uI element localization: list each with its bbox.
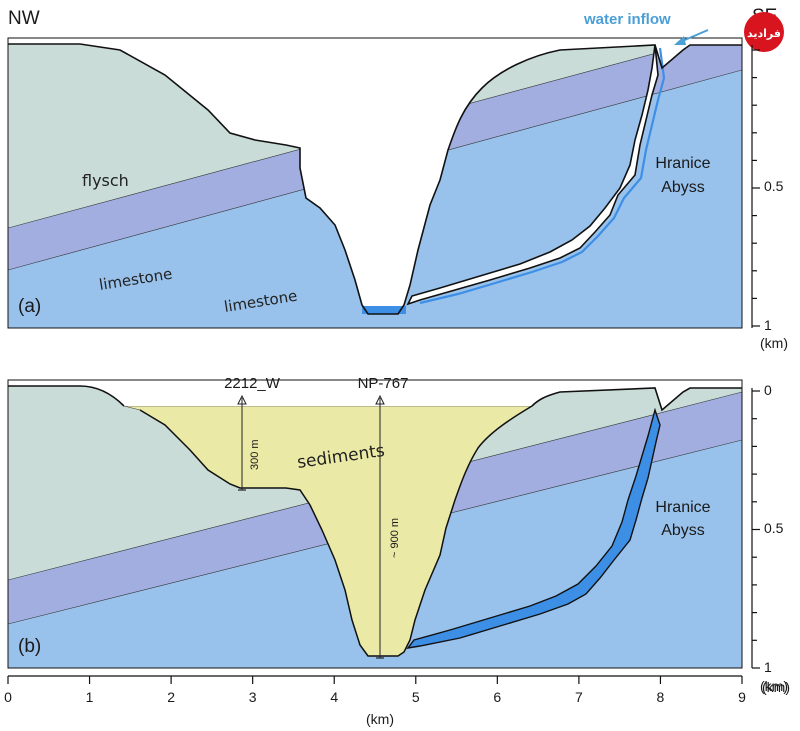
panel-a-section — [8, 38, 742, 328]
axis-b-tick-0: 0 — [764, 382, 772, 398]
panel-b-abyss-line2: Abyss — [661, 522, 705, 539]
distance-tick-label: 1 — [86, 689, 94, 705]
panel-a-air — [8, 38, 742, 314]
panel-a-depth-axis: 0.5 1 (km) — [751, 45, 788, 351]
panel-a-label: (a) — [18, 296, 41, 317]
borehole-2212w: 2212_W 300 m — [224, 375, 281, 491]
distance-tick-label: 6 — [493, 689, 501, 705]
distance-axis: 0 1 2 3 4 5 6 7 8 9 (km) (km) — [4, 675, 790, 727]
badge-logo: فرادید — [744, 12, 784, 52]
panel-a-frame — [7, 37, 743, 329]
distance-axis-unit-right: (km) — [762, 679, 790, 695]
distance-tick-label: 8 — [657, 689, 665, 705]
borehole-2212w-depth: 300 m — [249, 439, 261, 470]
panel-b-topography — [8, 385, 742, 412]
panel-b-frame — [7, 379, 743, 669]
water-inflow-label: water inflow — [583, 11, 671, 28]
axis-a-unit: (km) — [760, 335, 788, 351]
panel-a-abyss-line2: Abyss — [661, 179, 705, 196]
distance-tick-label: 7 — [575, 689, 583, 705]
water-inflow-arrow — [674, 29, 709, 45]
borehole-np767-depth: ~ 900 m — [389, 518, 401, 558]
panel-b-bedrock-surface — [139, 405, 533, 657]
panel-a-water-pool — [362, 306, 406, 314]
axis-b-tick-0-5: 0.5 — [764, 520, 784, 536]
distance-tick-label: 3 — [249, 689, 257, 705]
distance-tick-label: 0 — [4, 689, 12, 705]
panel-b-section — [8, 380, 742, 668]
orientation-nw: NW — [8, 8, 40, 29]
panel-a-water-flow — [419, 47, 666, 305]
panel-b-label: (b) — [18, 636, 41, 657]
axis-a-tick-1: 1 — [764, 317, 772, 333]
badge-text: فرادید — [747, 27, 781, 40]
borehole-np767: NP-767 ~ 900 m — [358, 375, 409, 659]
axis-b-tick-1: 1 — [764, 659, 772, 675]
distance-tick-label: 5 — [412, 689, 420, 705]
panel-b-abyss-line1: Hranice — [655, 499, 710, 516]
axis-b-unit: (km) — [760, 678, 788, 694]
panel-b-depth-axis: 0 0.5 1 (km) — [751, 382, 788, 694]
axis-a-tick-0-5: 0.5 — [764, 178, 784, 194]
borehole-np767-name: NP-767 — [358, 375, 409, 392]
distance-axis-unit: (km) — [366, 711, 394, 727]
panel-b-air — [8, 380, 742, 410]
label-flysch: flysch — [82, 171, 129, 190]
panel-a-abyss-cave — [406, 44, 659, 306]
distance-tick-label: 2 — [167, 689, 175, 705]
distance-tick-label: 4 — [330, 689, 338, 705]
panel-b-abyss-water — [406, 407, 661, 649]
panel-a-topography — [8, 43, 742, 315]
borehole-2212w-name: 2212_W — [224, 375, 281, 392]
panel-a-abyss-line1: Hranice — [655, 155, 710, 172]
distance-tick-label: 9 — [738, 689, 746, 705]
